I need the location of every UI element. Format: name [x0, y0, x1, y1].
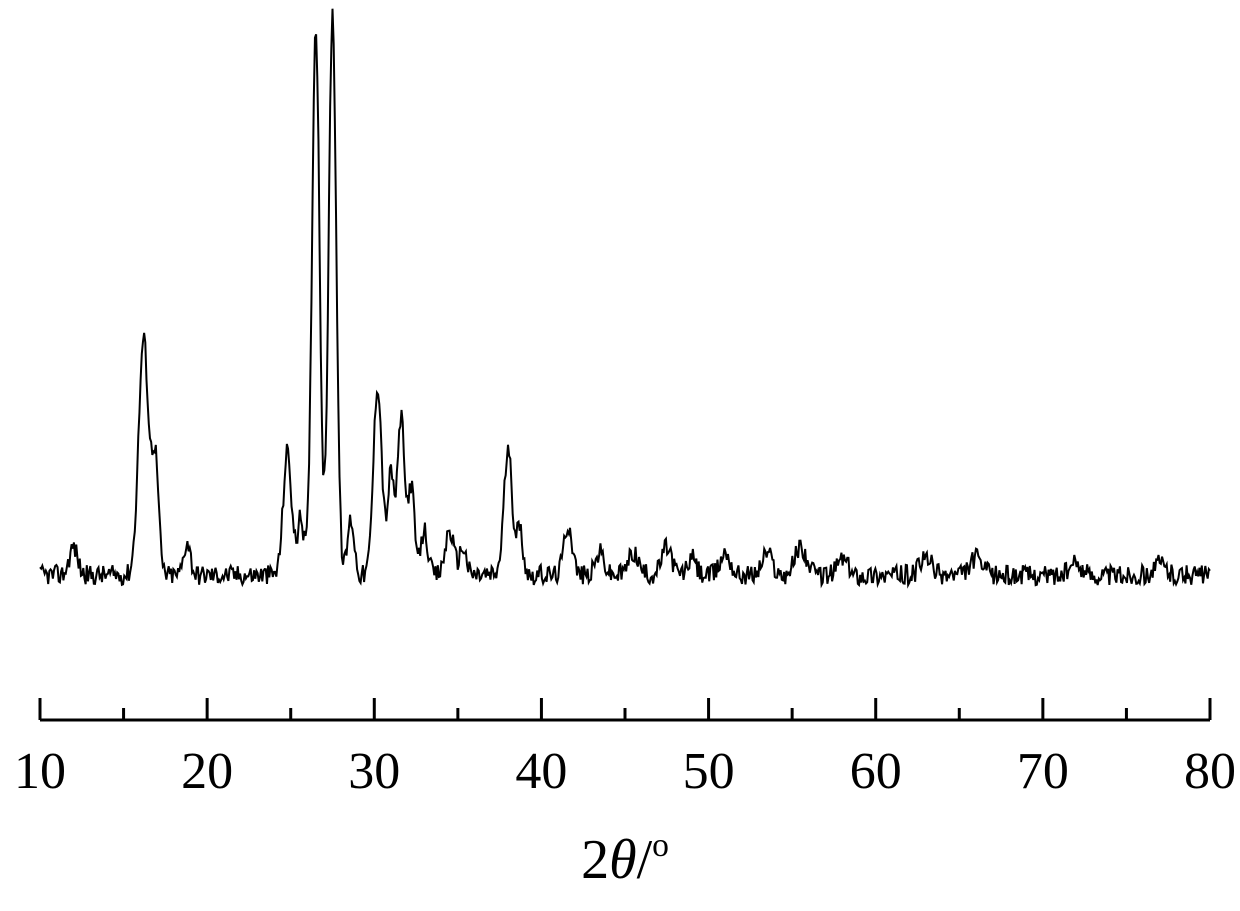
x-tick-label: 60 [850, 743, 902, 800]
x-tick-label: 70 [1017, 743, 1069, 800]
xrd-spectrum-line [40, 9, 1210, 585]
x-tick-label: 40 [515, 743, 567, 800]
chart-container: 10 20 30 40 50 60 70 80 2θ/o [0, 0, 1240, 911]
xrd-plot: 10 20 30 40 50 60 70 80 2θ/o [0, 0, 1240, 911]
x-tick-label: 10 [14, 743, 66, 800]
x-axis-label: 2θ/o [581, 827, 669, 891]
x-tick-label: 30 [348, 743, 400, 800]
x-tick-label: 80 [1184, 743, 1236, 800]
x-tick-label: 20 [181, 743, 233, 800]
x-tick-label: 50 [683, 743, 735, 800]
